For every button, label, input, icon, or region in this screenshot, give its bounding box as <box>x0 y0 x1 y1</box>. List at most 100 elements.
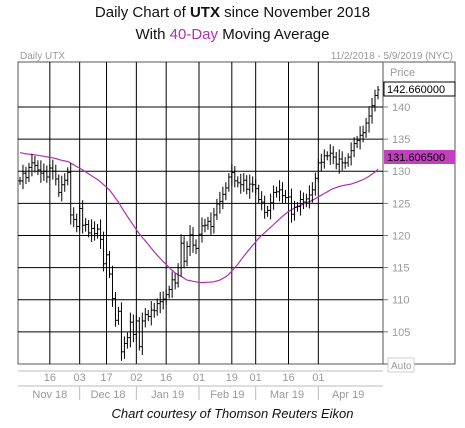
x-day-label: 02 <box>130 372 142 384</box>
y-tick-label: 110 <box>392 295 410 307</box>
x-day-label: 01 <box>250 372 262 384</box>
moving-average-flag: 131.606500 <box>384 150 455 164</box>
ohlc-bar <box>102 231 106 272</box>
ohlc-bar <box>194 239 198 255</box>
ohlc-bar <box>349 142 353 166</box>
ohlc-bar <box>266 205 270 217</box>
title-prefix: Daily Chart of <box>94 4 190 21</box>
ohlc-bar <box>72 207 76 228</box>
ohlc-bar <box>260 191 264 211</box>
ohlc-bar <box>227 173 231 192</box>
ohlc-bar <box>197 230 201 253</box>
ohlc-bar <box>287 193 290 202</box>
y-tick-label: 125 <box>392 198 410 210</box>
ohlc-bars <box>18 86 380 361</box>
ohlc-bar <box>27 162 31 183</box>
ohlc-bar <box>108 250 111 278</box>
x-day-label: 19 <box>226 372 238 384</box>
x-day-label: 01 <box>193 372 205 384</box>
ohlc-bar <box>128 312 132 348</box>
ohlc-bar <box>182 236 186 269</box>
ohlc-bar <box>334 151 338 170</box>
x-month-label: Jan 19 <box>151 389 184 401</box>
x-day-label: 01 <box>312 372 324 384</box>
price-axis-label: Price <box>390 67 415 79</box>
ohlc-bar <box>90 219 94 242</box>
subtitle-highlight: 40-Day <box>169 26 219 43</box>
ohlc-bar <box>191 227 195 253</box>
ohlc-bar <box>140 312 144 356</box>
ohlc-bar <box>337 149 341 174</box>
last-price-flag-label: 142.660000 <box>387 84 445 96</box>
ohlc-bar <box>254 178 258 195</box>
y-tick-label: 135 <box>392 134 410 146</box>
ohlc-bar <box>328 144 332 165</box>
ohlc-bar <box>164 288 168 305</box>
ohlc-bar <box>113 292 117 327</box>
ohlc-bar <box>275 186 279 198</box>
ohlc-bar <box>116 306 120 325</box>
y-tick-label: 120 <box>392 230 410 242</box>
x-month-label: Apr 19 <box>332 389 364 401</box>
ohlc-bar <box>152 302 156 318</box>
ohlc-bar <box>206 216 210 230</box>
ohlc-bar <box>376 86 380 100</box>
ohlc-bar <box>346 153 350 167</box>
ohlc-bar <box>173 273 177 290</box>
y-tick-label: 130 <box>392 166 410 178</box>
ohlc-bar <box>200 217 204 243</box>
x-month-label: Feb 19 <box>210 389 244 401</box>
ohlc-bar <box>289 188 293 223</box>
ohlc-bar <box>242 173 246 192</box>
x-month-label: Dec 18 <box>91 389 126 401</box>
ohlc-bar <box>179 234 183 277</box>
ohlc-bar <box>87 220 91 238</box>
ohlc-bar <box>373 89 377 112</box>
ohlc-bar <box>230 164 234 186</box>
ohlc-bar <box>340 151 344 171</box>
chart-title-line2: With 40-Day Moving Average <box>0 26 465 43</box>
ohlc-bar <box>257 184 261 204</box>
ohlc-bar <box>60 175 64 202</box>
ohlc-bar <box>233 166 237 188</box>
ohlc-bar <box>170 271 174 298</box>
ohlc-bar <box>310 182 314 203</box>
ohlc-bar <box>131 314 135 343</box>
ohlc-bar <box>301 192 305 210</box>
ohlc-bar <box>18 177 22 185</box>
chart-credit: Chart courtesy of Thomson Reuters Eikon <box>111 406 354 421</box>
ohlc-bar <box>263 195 267 219</box>
ohlc-bar <box>355 135 359 149</box>
ohlc-bar <box>245 175 249 195</box>
price-axis-frame <box>382 61 456 365</box>
ohlc-bar <box>146 310 150 321</box>
ohlc-bar <box>122 336 126 359</box>
ohlc-bar <box>143 308 147 328</box>
ohlc-bar <box>24 166 28 185</box>
ohlc-bar <box>81 200 85 234</box>
y-tick-label: 140 <box>392 102 410 114</box>
ohlc-bar <box>161 291 165 310</box>
ohlc-bar <box>203 218 207 233</box>
subtitle-prefix: With <box>135 26 170 43</box>
ohlc-bar <box>155 298 159 316</box>
ohlc-bar <box>316 159 320 183</box>
chart-title-line1: Daily Chart of UTX since November 2018 <box>0 4 465 21</box>
auto-button[interactable] <box>387 357 415 373</box>
y-tick-label: 115 <box>392 263 410 275</box>
ohlc-bar <box>93 221 97 241</box>
ohlc-bar <box>224 182 228 201</box>
x-axis: 16 03 17 02 16 01 19 01 16 01 Nov 18 Dec 18 Jan 19 Fe… <box>18 370 383 401</box>
ohlc-bar <box>96 223 100 239</box>
ohlc-bar <box>298 190 302 216</box>
ohlc-bar <box>358 126 362 150</box>
ohlc-bar <box>137 317 141 351</box>
ohlc-bar <box>278 180 282 202</box>
ohlc-bar <box>57 174 61 197</box>
ohlc-bar <box>215 198 219 221</box>
vertical-gridlines <box>49 62 319 364</box>
ohlc-bar <box>322 149 326 169</box>
ohlc-bar <box>248 174 252 199</box>
horizontal-gridlines <box>18 106 388 333</box>
